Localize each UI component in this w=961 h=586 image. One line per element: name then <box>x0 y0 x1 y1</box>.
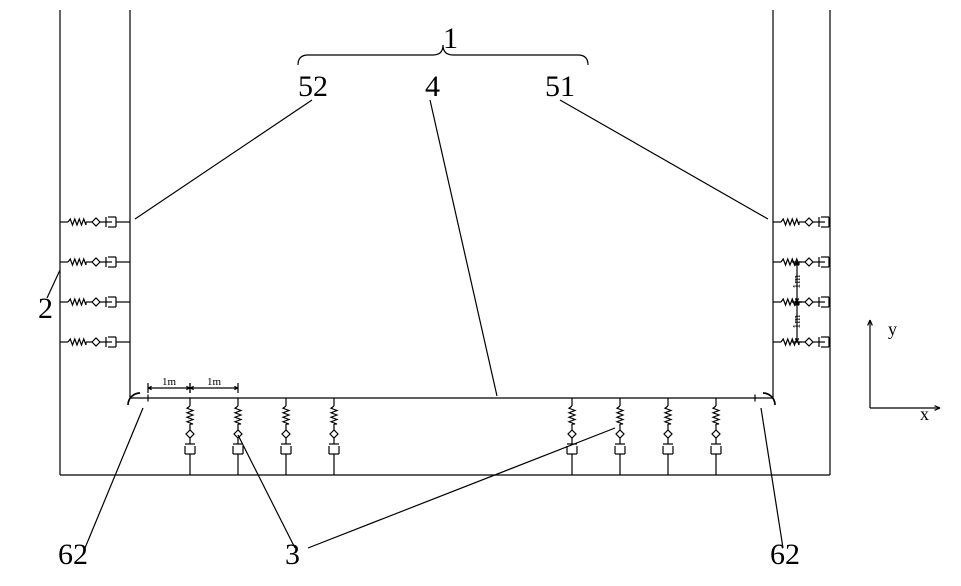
svg-text:1m: 1m <box>791 275 803 290</box>
diagram-canvas: 152451236262yx1m1m1m1m <box>0 0 961 586</box>
label-l52: 52 <box>298 70 328 103</box>
label-l4: 4 <box>425 70 440 103</box>
label-y: y <box>888 319 897 339</box>
label-x: x <box>920 404 929 424</box>
label-l51: 51 <box>545 70 575 103</box>
svg-text:1m: 1m <box>162 376 177 388</box>
label-l62b: 62 <box>770 538 800 571</box>
svg-text:1m: 1m <box>207 376 222 388</box>
svg-text:1m: 1m <box>791 315 803 330</box>
label-l62a: 62 <box>58 538 88 571</box>
label-top_center: 1 <box>443 22 458 55</box>
label-l2: 2 <box>38 292 53 325</box>
